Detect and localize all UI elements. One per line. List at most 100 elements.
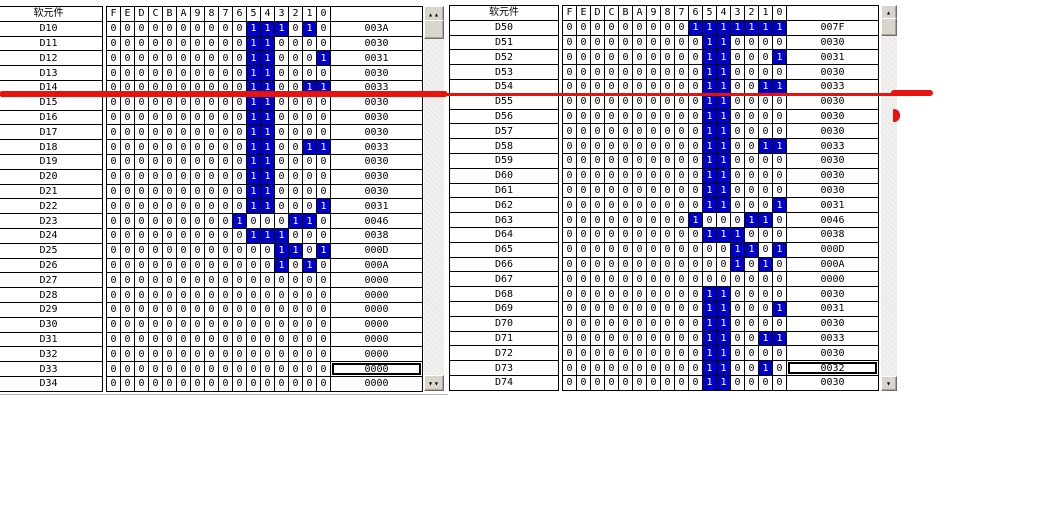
bit-cell[interactable]: 0 [176,346,191,363]
bit-cell[interactable]: 0 [618,167,633,184]
bit-cell[interactable]: 1 [702,330,717,347]
bit-cell[interactable]: 0 [134,20,149,37]
bit-cell[interactable]: 1 [316,242,331,259]
bit-cell[interactable]: 0 [288,109,303,126]
bit-cell[interactable]: 0 [618,374,633,391]
bit-cell[interactable]: 0 [134,65,149,81]
bit-cell[interactable]: 1 [744,212,759,228]
bit-cell[interactable]: 0 [632,374,647,391]
bit-cell[interactable]: 0 [576,286,591,302]
bit-cell[interactable]: 0 [232,346,247,363]
bit-cell[interactable]: 1 [302,139,317,155]
bit-cell[interactable]: 1 [688,19,703,36]
bit-cell[interactable]: 0 [758,123,773,140]
bit-cell[interactable]: 0 [576,138,591,154]
bit-cell[interactable]: 0 [674,167,689,184]
bit-cell[interactable]: 0 [134,94,149,111]
bit-cell[interactable]: 1 [246,153,261,170]
bit-cell[interactable]: 0 [576,34,591,51]
bit-cell[interactable]: 0 [274,361,289,377]
bit-cell[interactable]: 1 [288,213,303,229]
bit-cell[interactable]: 0 [688,315,703,332]
bit-cell[interactable]: 0 [134,139,149,155]
bit-cell[interactable]: 1 [260,109,275,126]
bit-cell[interactable]: 1 [772,19,787,36]
bit-cell[interactable]: 0 [302,50,317,67]
bit-cell[interactable]: 0 [604,108,619,125]
bit-cell[interactable]: 0 [218,50,233,67]
bit-cell[interactable]: 1 [288,242,303,259]
bit-cell[interactable]: 0 [772,360,787,376]
bit-cell[interactable]: 0 [106,316,121,333]
hex-value-cell[interactable]: 0038 [330,227,423,244]
bit-cell[interactable]: 0 [576,300,591,317]
hex-value-cell[interactable]: 003A [330,20,423,37]
bit-cell[interactable]: 0 [590,212,605,228]
bit-cell[interactable]: 0 [646,241,661,258]
bit-cell[interactable]: 1 [716,286,731,302]
bit-cell[interactable]: 0 [758,271,773,288]
bit-cell[interactable]: 0 [162,168,177,185]
bit-cell[interactable]: 0 [632,256,647,273]
bit-cell[interactable]: 0 [730,167,745,184]
bit-cell[interactable]: 0 [106,227,121,244]
bit-cell[interactable]: 0 [562,34,577,51]
bit-cell[interactable]: 0 [134,331,149,348]
bit-cell[interactable]: 0 [576,345,591,362]
bit-cell[interactable]: 0 [674,271,689,288]
bit-cell[interactable]: 0 [148,272,163,289]
bit-cell[interactable]: 0 [562,360,577,376]
bit-cell[interactable]: 0 [632,152,647,169]
hex-value-cell[interactable]: 0000 [330,301,423,318]
bit-cell[interactable]: 0 [274,198,289,215]
bit-cell[interactable]: 1 [730,241,745,258]
bit-cell[interactable]: 0 [120,124,135,141]
hex-value-cell[interactable]: 0031 [786,197,879,214]
bit-cell[interactable]: 0 [646,93,661,110]
bit-cell[interactable]: 0 [730,138,745,154]
bit-cell[interactable]: 0 [204,35,219,52]
bit-cell[interactable]: 0 [162,316,177,333]
bit-cell[interactable]: 0 [744,167,759,184]
bit-cell[interactable]: 0 [646,286,661,302]
bit-cell[interactable]: 1 [716,330,731,347]
bit-cell[interactable]: 0 [120,153,135,170]
bit-cell[interactable]: 0 [316,272,331,289]
bit-cell[interactable]: 0 [204,361,219,377]
bit-cell[interactable]: 0 [106,301,121,318]
bit-cell[interactable]: 0 [590,286,605,302]
bit-cell[interactable]: 0 [316,331,331,348]
bit-cell[interactable]: 0 [148,153,163,170]
bit-cell[interactable]: 0 [246,213,261,229]
bit-cell[interactable]: 0 [274,35,289,52]
bit-cell[interactable]: 0 [576,152,591,169]
bit-cell[interactable]: 1 [758,19,773,36]
bit-cell[interactable]: 0 [274,50,289,67]
bit-cell[interactable]: 0 [590,64,605,80]
bit-cell[interactable]: 0 [660,374,675,391]
bit-cell[interactable]: 0 [218,316,233,333]
bit-cell[interactable]: 0 [660,108,675,125]
bit-cell[interactable]: 0 [744,182,759,199]
hex-value-cell[interactable]: 0031 [330,50,423,67]
bit-cell[interactable]: 0 [772,374,787,391]
bit-cell[interactable]: 1 [716,19,731,36]
bit-cell[interactable]: 1 [246,183,261,200]
bit-cell[interactable]: 0 [218,153,233,170]
bit-cell[interactable]: 0 [758,182,773,199]
bit-cell[interactable]: 0 [302,316,317,333]
bit-cell[interactable]: 0 [274,65,289,81]
bit-cell[interactable]: 0 [274,301,289,318]
scroll-down-button[interactable]: ▾▾ [424,375,444,391]
bit-cell[interactable]: 0 [618,64,633,80]
bit-cell[interactable]: 1 [716,93,731,110]
bit-cell[interactable]: 0 [274,168,289,185]
bit-cell[interactable]: 0 [176,50,191,67]
bit-cell[interactable]: 0 [162,301,177,318]
bit-cell[interactable]: 0 [316,227,331,244]
bit-cell[interactable]: 0 [246,346,261,363]
bit-cell[interactable]: 0 [744,49,759,66]
bit-cell[interactable]: 0 [190,227,205,244]
bit-cell[interactable]: 0 [274,213,289,229]
bit-cell[interactable]: 0 [218,139,233,155]
